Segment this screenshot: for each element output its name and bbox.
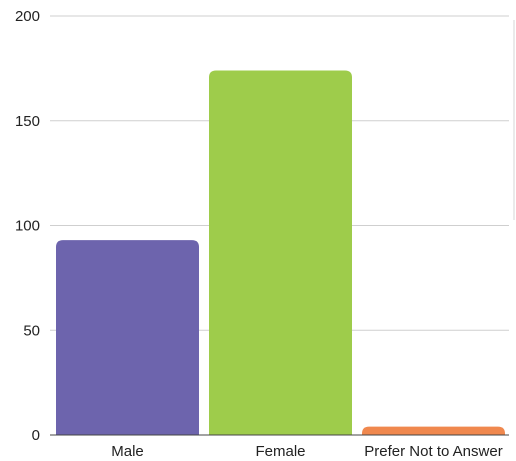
y-tick-label: 0 (32, 427, 40, 444)
y-tick-label: 100 (15, 218, 40, 235)
bar-prefer-not-to-answer[interactable] (362, 426, 505, 435)
x-category-label: Prefer Not to Answer (364, 443, 502, 460)
x-axis-labels: Male Female Prefer Not to Answer (111, 443, 502, 460)
y-tick-label: 50 (23, 322, 40, 339)
bar-male[interactable] (56, 240, 199, 435)
x-category-label: Female (255, 443, 305, 460)
bar-female[interactable] (209, 70, 352, 435)
bars (56, 70, 505, 435)
x-category-label: Male (111, 443, 144, 460)
y-tick-label: 150 (15, 113, 40, 130)
y-axis-ticks: 0 50 100 150 200 (15, 8, 40, 444)
y-tick-label: 200 (15, 8, 40, 25)
